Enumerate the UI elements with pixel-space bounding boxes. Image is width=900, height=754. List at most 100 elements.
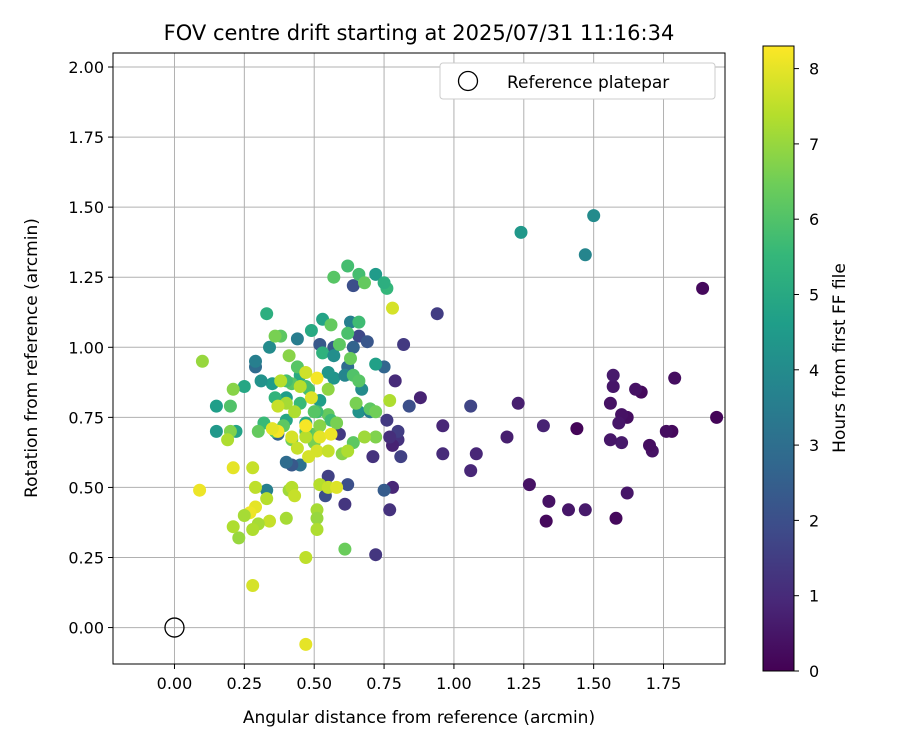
y-tick-label: 0.00 <box>68 619 104 638</box>
scatter-point <box>310 523 324 536</box>
legend-label: Reference platepar <box>507 73 669 93</box>
scatter-point <box>397 338 411 351</box>
colorbar-tick-label: 7 <box>809 135 819 154</box>
scatter-point <box>251 424 265 438</box>
scatter-point <box>321 382 335 396</box>
colorbar-ticks: 0 1 2 3 4 5 6 7 8 <box>794 60 819 681</box>
scatter-point <box>316 346 330 360</box>
scatter-point <box>282 349 296 363</box>
colorbar-tick-label: 0 <box>809 662 819 681</box>
scatter-point <box>341 478 355 492</box>
scatter-point <box>346 279 360 293</box>
scatter-point <box>352 315 366 329</box>
scatter-point <box>313 430 327 444</box>
scatter-point <box>629 382 643 396</box>
grid <box>113 53 725 664</box>
scatter-point <box>383 430 397 444</box>
scatter-point <box>226 382 240 396</box>
scatter-point <box>271 399 285 413</box>
scatter-point <box>615 436 629 450</box>
y-tick-label: 0.50 <box>68 478 104 497</box>
scatter-point <box>696 281 710 295</box>
scatter-point <box>386 301 399 315</box>
scatter-point <box>310 511 324 525</box>
scatter-point <box>226 520 240 534</box>
scatter-point <box>436 419 450 433</box>
scatter-point <box>500 430 514 444</box>
scatter-point <box>643 438 656 452</box>
scatter-point <box>288 405 302 419</box>
scatter-point <box>413 391 427 405</box>
scatter-point <box>330 480 344 494</box>
reference-marker-group <box>164 617 185 638</box>
scatter-point <box>609 511 623 525</box>
colorbar-tick-label: 5 <box>809 285 819 304</box>
scatter-point <box>606 368 620 382</box>
scatter-point <box>249 354 262 368</box>
x-tick-label: 0.25 <box>227 674 263 693</box>
scatter-point <box>578 503 592 517</box>
scatter-point <box>587 209 601 223</box>
scatter-point <box>330 416 344 430</box>
scatter-point <box>237 380 251 393</box>
scatter-point <box>263 340 276 354</box>
scatter-point <box>304 324 318 337</box>
scatter-point <box>260 492 274 506</box>
legend: Reference platepar <box>439 62 716 100</box>
scatter-point <box>338 542 352 556</box>
y-tick-label: 2.00 <box>68 58 104 77</box>
scatter-point <box>338 497 352 511</box>
y-axis-label: Rotation from reference (arcmin) <box>22 218 42 498</box>
scatter-point <box>511 396 525 410</box>
x-axis-label: Angular distance from reference (arcmin) <box>243 708 595 728</box>
y-tick-label: 1.75 <box>68 128 104 147</box>
scatter-point <box>366 450 380 464</box>
colorbar-tick-label: 2 <box>809 511 819 530</box>
scatter-point <box>299 430 313 444</box>
scatter-point <box>321 469 335 483</box>
colorbar-tick-label: 6 <box>809 210 819 229</box>
scatter-point <box>346 340 360 354</box>
x-tick-label: 0.50 <box>296 674 332 693</box>
plot-frame <box>112 52 726 665</box>
scatter-point <box>274 374 288 388</box>
scatter-point <box>226 461 240 475</box>
x-tick-label: 0.00 <box>157 674 193 693</box>
scatter-point <box>358 276 371 290</box>
scatter-point <box>265 422 279 436</box>
scatter-point <box>193 483 207 497</box>
scatter-point <box>327 349 341 363</box>
scatter-point <box>260 307 274 321</box>
scatter-point <box>299 419 313 433</box>
scatter-point <box>668 371 682 385</box>
scatter-point <box>603 433 617 447</box>
colorbar-tick-label: 3 <box>809 436 819 455</box>
scatter-point <box>464 464 478 478</box>
scatter-point <box>246 523 260 536</box>
scatter-point <box>290 332 304 346</box>
scatter-point <box>388 374 402 388</box>
scatter-point <box>327 270 341 284</box>
scatter-point <box>542 494 556 508</box>
scatter-point <box>321 366 335 379</box>
scatter-point <box>383 394 397 407</box>
colorbar-tick-label: 8 <box>809 60 819 79</box>
scatter-point <box>464 399 478 413</box>
scatter-point <box>358 430 371 444</box>
scatter-point <box>285 430 299 444</box>
x-tick-label: 1.75 <box>646 674 682 693</box>
scatter-point <box>310 371 324 385</box>
scatter-point <box>195 354 209 368</box>
scatter-point <box>293 380 307 393</box>
y-tick-label: 1.25 <box>68 268 104 287</box>
scatter-point <box>324 318 338 332</box>
scatter-point <box>299 637 313 651</box>
scatter-point <box>279 511 293 525</box>
reference-marker <box>164 617 185 638</box>
scatter-point <box>304 391 318 405</box>
scatter-points <box>193 209 724 651</box>
scatter-point <box>290 441 304 455</box>
scatter-point <box>313 419 327 433</box>
